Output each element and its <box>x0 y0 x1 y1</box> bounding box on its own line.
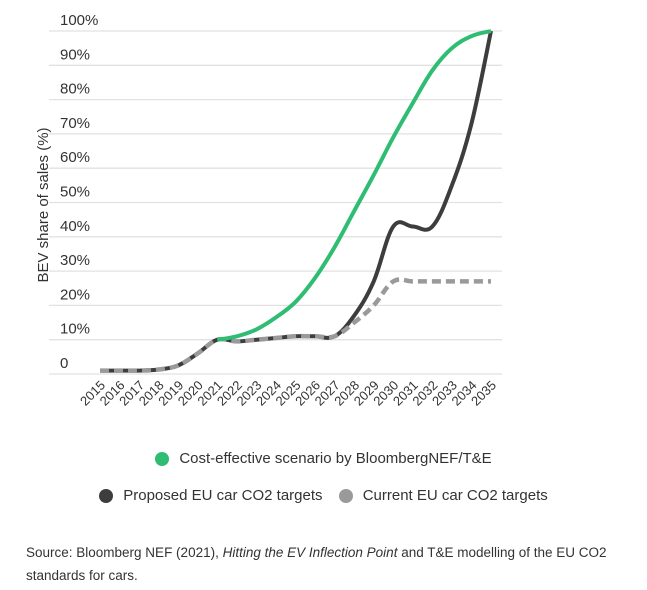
y-tick-label: 90% <box>60 46 90 63</box>
legend-item: Current EU car CO2 targets <box>338 487 548 504</box>
legend-label: Cost-effective scenario by BloombergNEF/… <box>179 450 492 467</box>
legend-swatch-dark <box>99 488 114 503</box>
y-tick-label: 100% <box>60 12 98 29</box>
source-note: Source: Bloomberg NEF (2021), Hitting th… <box>26 541 636 587</box>
legend-swatch-gray <box>338 488 353 503</box>
legend-item: Proposed EU car CO2 targets <box>99 487 323 504</box>
source-title: Hitting the EV Inflection Point <box>222 545 398 560</box>
y-tick-label: 70% <box>60 115 90 132</box>
source-prefix: Source: Bloomberg NEF (2021), <box>26 545 223 560</box>
legend-swatch-green <box>155 451 170 466</box>
y-axis-label: BEV share of sales (%) <box>35 127 52 282</box>
y-tick-label: 40% <box>60 218 90 235</box>
legend-row-2: Proposed EU car CO2 targets Current EU c… <box>0 487 647 507</box>
y-tick-label: 50% <box>60 184 90 201</box>
y-tick-label: 30% <box>60 252 90 269</box>
series-line-current <box>99 277 491 373</box>
y-tick-label: 10% <box>60 321 90 338</box>
legend-label: Proposed EU car CO2 targets <box>123 487 323 504</box>
source-suffix: and T&E modelling of the EU CO2 standard… <box>26 545 607 583</box>
series-line-cost-effective <box>216 29 492 342</box>
y-tick-label: 20% <box>60 286 90 303</box>
y-tick-label: 60% <box>60 149 90 166</box>
legend-label: Current EU car CO2 targets <box>362 487 548 504</box>
line-chart: 010%20%30%40%50%60%70%80%90%100% 2015201… <box>35 12 502 409</box>
series-line-proposed <box>99 30 493 373</box>
legend-item: Cost-effective scenario by BloombergNEF/… <box>155 450 492 467</box>
legend-row-1: Cost-effective scenario by BloombergNEF/… <box>0 450 647 470</box>
y-tick-label: 0 <box>60 355 68 372</box>
y-tick-label: 80% <box>60 81 90 98</box>
